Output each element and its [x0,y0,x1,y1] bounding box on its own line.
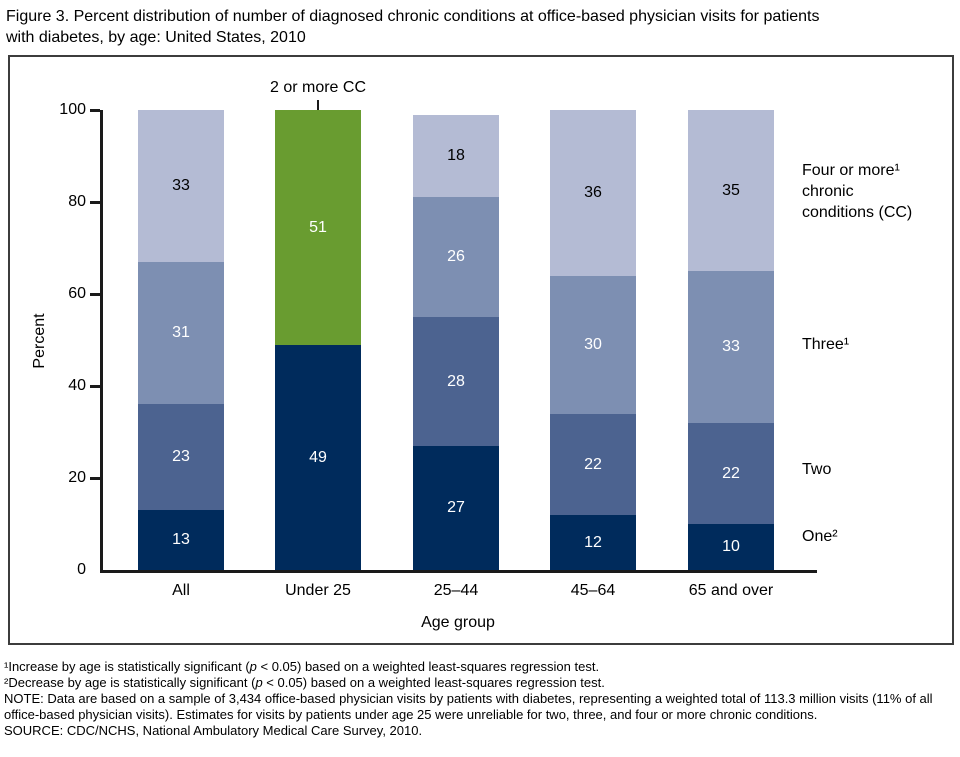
bar-segment: 26 [413,197,499,317]
y-tick-label: 80 [68,193,86,210]
series-label-four-line3: conditions (CC) [802,204,913,221]
annotation-label: 2 or more CC [269,79,367,96]
bar-value-label: 10 [722,538,740,555]
bar-value-label: 13 [172,531,190,548]
y-tick-label: 20 [68,469,86,486]
series-label-four-line1: Four or more¹ [802,162,900,179]
bar-segment: 13 [138,510,224,570]
bar-segment: 28 [413,317,499,446]
bar-value-label: 49 [309,448,327,466]
y-tick-label: 0 [77,561,86,578]
bar-segment: 27 [413,446,499,570]
note-text: NOTE: Data are based on a sample of 3,43… [4,691,933,722]
bar-segment: 22 [550,414,636,515]
annotation-leader-line [317,100,319,110]
bar-segment: 10 [688,524,774,570]
bar-value-label: 26 [447,248,465,265]
bar-value-label: 12 [584,533,602,551]
bar-value-label: 22 [722,464,740,482]
series-label-four-or-more: Four or more¹ chronic conditions (CC) [802,160,912,223]
y-axis-title: Percent [31,313,48,369]
bar-value-label: 23 [172,448,190,465]
bar-value-label: 27 [447,499,465,516]
bar-value-label: 30 [584,336,602,353]
category-label: 45–64 [570,582,616,599]
category-label: All [172,582,190,599]
x-axis-line [100,570,817,573]
y-tick [90,109,100,112]
x-axis-title: Age group [421,614,495,631]
bar-value-label: 22 [584,455,602,473]
bar-segment: 51 [275,110,361,345]
bar-segment: 35 [688,110,774,271]
category-label: Under 25 [285,582,351,599]
category-label: 25–44 [433,582,479,599]
bar-segment: 31 [138,262,224,404]
y-tick-label: 100 [59,101,86,118]
y-tick [90,201,100,204]
bar-value-label: 31 [172,324,190,341]
bar-value-label: 33 [172,177,190,194]
y-tick [90,477,100,480]
bar-value-label: 18 [447,147,465,164]
footnote-1: ¹Increase by age is statistically signif… [4,659,600,674]
bar-segment: 22 [688,423,774,524]
bar-segment: 18 [413,115,499,197]
y-tick [90,293,100,296]
series-label-two: Two [802,461,832,478]
bar-value-label: 36 [584,184,602,201]
bar-segment: 33 [138,110,224,262]
series-label-three: Three¹ [802,336,850,353]
series-label-one: One² [802,528,838,545]
bar-value-label: 33 [722,338,740,355]
series-label-four-line2: chronic [802,183,854,200]
bar-value-label: 28 [447,372,465,390]
y-tick-label: 60 [68,285,86,302]
y-tick-label: 40 [68,377,86,394]
y-axis-line [100,110,103,573]
bar-segment: 33 [688,271,774,423]
bar-segment: 30 [550,276,636,414]
footnotes: ¹Increase by age is statistically signif… [4,659,956,739]
category-label: 65 and over [688,582,774,599]
footnote-2: ²Decrease by age is statistically signif… [4,675,605,690]
bar-segment: 36 [550,110,636,276]
source-text: SOURCE: CDC/NCHS, National Ambulatory Me… [4,723,423,738]
page-title-line1: Figure 3. Percent distribution of number… [6,8,820,25]
bar-value-label: 51 [309,218,327,236]
chart-frame: Percent Age group 2 or more CC Four or m… [8,55,954,645]
page-title: Figure 3. Percent distribution of number… [6,6,950,48]
bar-value-label: 35 [722,181,740,199]
bar-segment: 23 [138,404,224,510]
y-tick [90,385,100,388]
bar-segment: 49 [275,345,361,570]
page-title-line2: with diabetes, by age: United States, 20… [6,29,306,46]
bar-segment: 12 [550,515,636,570]
